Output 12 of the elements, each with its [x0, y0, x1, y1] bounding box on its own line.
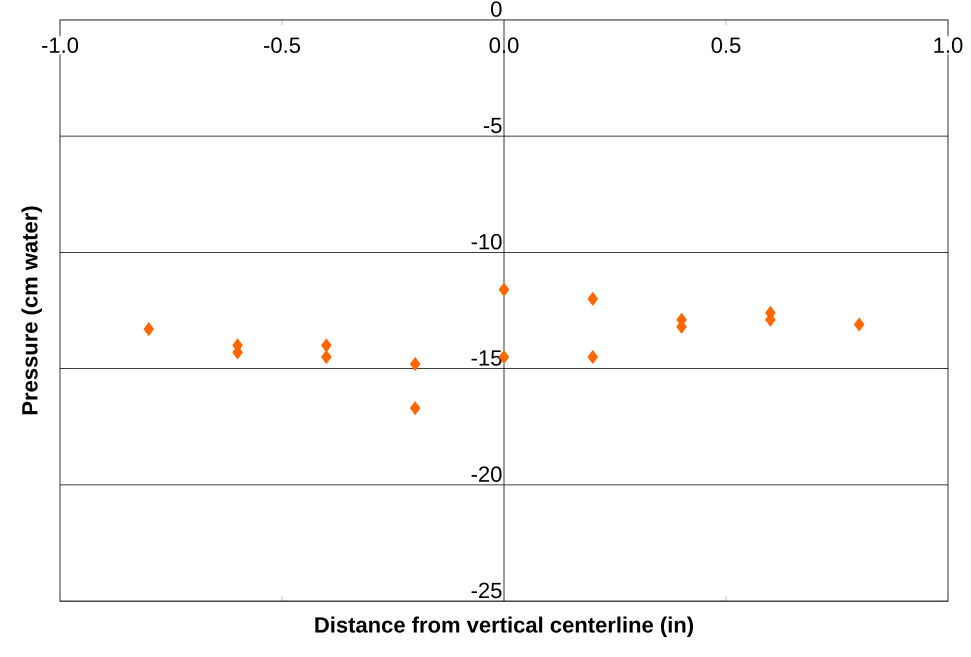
x-tick-label: -1.0: [42, 37, 78, 53]
y-tick-label: -25: [472, 582, 502, 598]
y-axis-title: Pressure (cm water): [21, 206, 42, 414]
x-tick-label: -0.5: [264, 37, 300, 53]
x-axis-title: Distance from vertical centerline (in): [315, 616, 693, 637]
y-tick-label: -15: [472, 350, 502, 366]
x-tick-label: 1.0: [934, 37, 962, 53]
x-tick-label: 0.5: [712, 37, 740, 53]
y-tick-label: -5: [484, 118, 502, 134]
y-tick-label: -10: [472, 234, 502, 250]
y-tick-label: -20: [472, 466, 502, 482]
y-tick-label: 0: [491, 1, 502, 17]
